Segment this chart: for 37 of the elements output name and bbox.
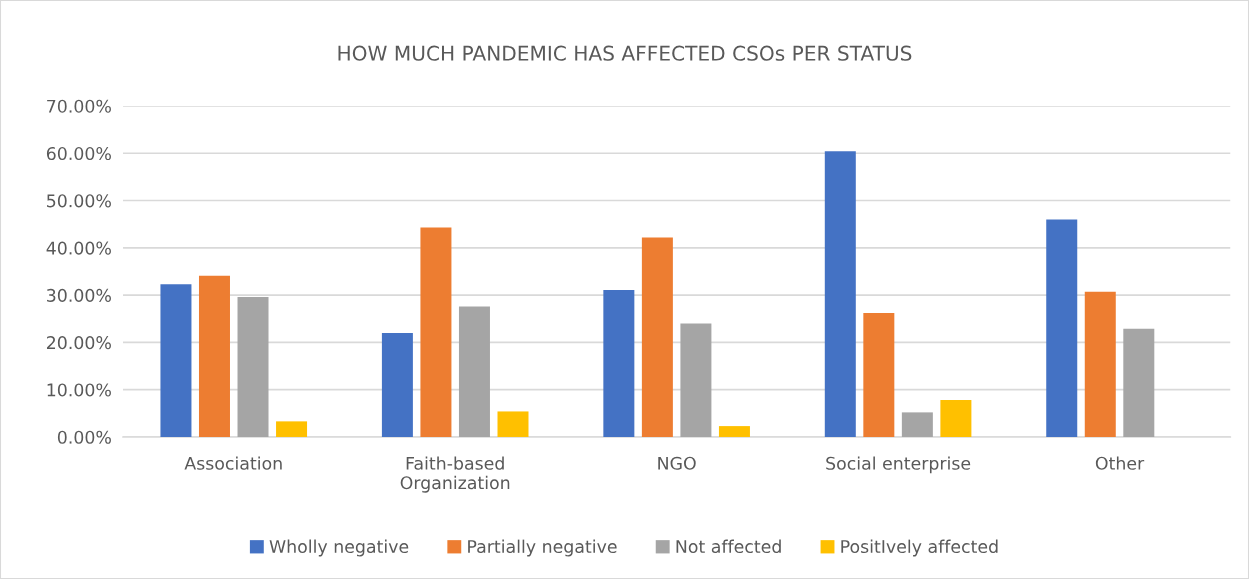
y-tick-label: 70.00% — [47, 99, 111, 113]
bar — [381, 332, 413, 437]
bar — [458, 306, 490, 437]
bar — [420, 227, 452, 437]
bar — [497, 411, 529, 437]
x-tick-label: Other — [1095, 456, 1145, 470]
x-tick-label: Faith-based Organization — [400, 456, 510, 493]
bar — [276, 421, 308, 437]
chart-title: HOW MUCH PANDEMIC HAS AFFECTED CSOs PER STATUS — [338, 45, 912, 61]
bar — [940, 400, 972, 437]
y-tick-label: 60.00% — [46, 146, 111, 161]
bar — [198, 275, 230, 437]
y-tick-label: 10.00% — [47, 383, 111, 397]
bar — [641, 237, 673, 437]
bar — [1046, 219, 1078, 437]
bar — [901, 412, 933, 437]
bar — [237, 297, 269, 437]
bar — [160, 284, 192, 437]
legend-label: PositIvely affected — [841, 539, 998, 557]
bar — [1084, 291, 1116, 437]
bar — [824, 151, 856, 437]
legend-label: Partially negative — [468, 539, 617, 557]
x-tick-label: Association — [184, 456, 282, 470]
y-tick-label: 0.00% — [57, 430, 111, 444]
y-tick-label: 50.00% — [47, 194, 111, 208]
legend-label: Not affected — [676, 539, 781, 554]
bar — [680, 323, 712, 437]
bar — [603, 289, 635, 437]
bar — [718, 426, 750, 437]
y-tick-label: 20.00% — [46, 336, 111, 350]
bar — [863, 313, 895, 437]
y-tick-label: 40.00% — [46, 241, 111, 255]
x-tick-label: NGO — [658, 456, 696, 470]
legend-label: Wholly negative — [269, 539, 409, 557]
y-tick-label: 30.00% — [47, 288, 111, 302]
x-tick-label: Social enterprise — [826, 456, 971, 474]
bar — [1123, 328, 1155, 437]
